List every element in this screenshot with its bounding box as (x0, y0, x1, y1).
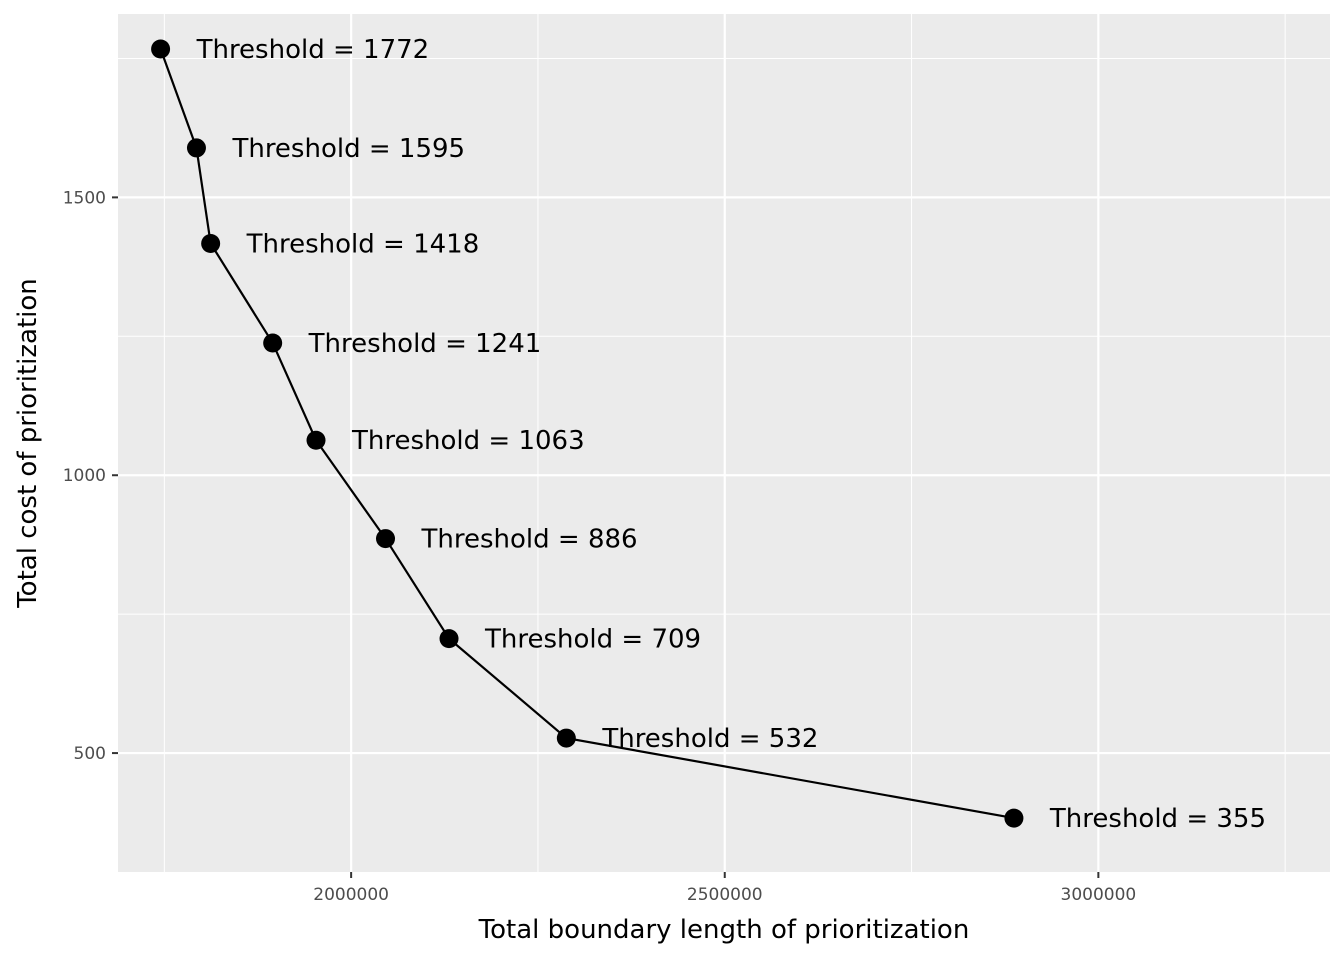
data-point (201, 234, 221, 254)
data-point (186, 138, 206, 158)
data-point (439, 629, 459, 649)
y-tick-label: 1500 (63, 188, 106, 208)
point-label: Threshold = 1418 (246, 230, 480, 260)
series-layer: Threshold = 1772 Threshold = 1595 Threshol… (151, 35, 1266, 834)
point-label: Threshold = 355 (1049, 804, 1266, 834)
point-label: Threshold = 886 (421, 525, 638, 555)
y-tick-label: 500 (74, 744, 106, 764)
y-axis-title: Total cost of prioritization (13, 278, 43, 609)
data-point (263, 333, 283, 353)
data-point (306, 430, 326, 450)
x-tick-label: 2500000 (687, 885, 763, 905)
data-point (1004, 808, 1024, 828)
data-point (376, 529, 396, 549)
point-label: Threshold = 532 (601, 724, 818, 754)
axis-ticks: 2000000 2500000 3000000 500 1000 1500 (63, 188, 1136, 905)
x-tick-label: 2000000 (313, 885, 389, 905)
major-gridlines (118, 14, 1330, 872)
x-axis-title: Total boundary length of prioritization (478, 915, 970, 945)
data-point (151, 39, 171, 59)
y-tick-label: 1000 (63, 466, 106, 486)
point-label: Threshold = 1063 (351, 426, 585, 456)
data-point (556, 728, 576, 748)
point-label: Threshold = 709 (484, 625, 701, 655)
point-label: Threshold = 1772 (196, 35, 430, 65)
point-label: Threshold = 1595 (231, 134, 465, 164)
point-label: Threshold = 1241 (308, 329, 542, 359)
x-tick-label: 3000000 (1061, 885, 1137, 905)
